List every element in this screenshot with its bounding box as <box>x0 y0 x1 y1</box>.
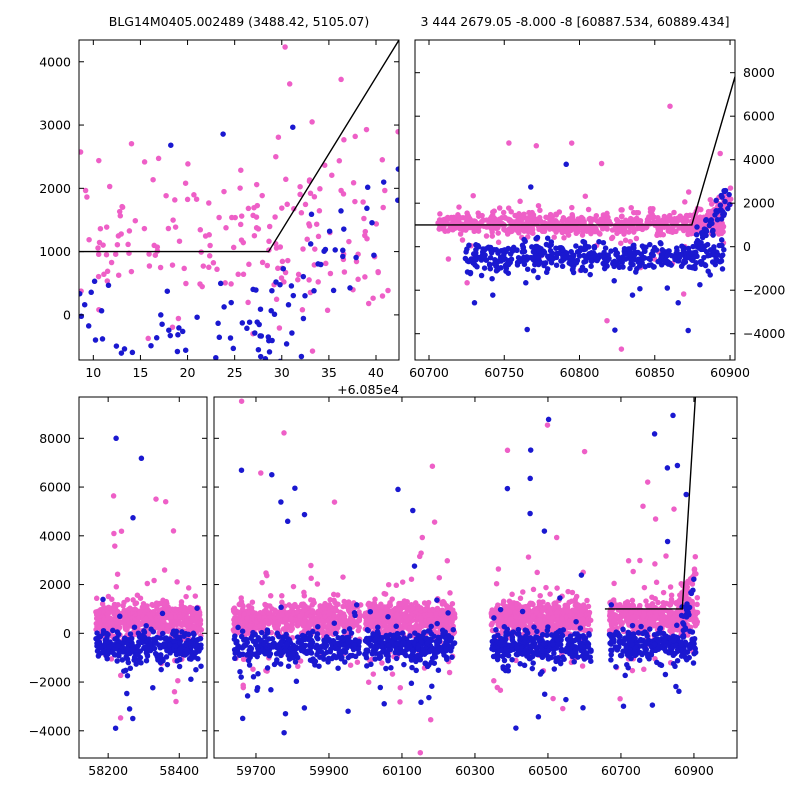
xtick-label-top-left: 25 <box>227 365 243 380</box>
model-line-bottom-right <box>604 397 697 610</box>
xtick-label-top-right: 60750 <box>484 365 524 380</box>
panel-top-right: 60700 60750 60800 60850 60900 −4000 −2000 0 2000… <box>409 39 785 380</box>
ytick-label-bottom-left: 6000 <box>39 480 71 495</box>
xtick-label-top-left: 30 <box>274 365 290 380</box>
ytick-label-bottom-left: 0 <box>63 626 71 641</box>
x-axis-offset-text: +6.085e4 <box>337 382 399 397</box>
panel-data-bottom-left <box>93 435 205 731</box>
xtick-label-bottom-right: 60500 <box>528 763 568 778</box>
xtick-label-top-left: 40 <box>368 365 384 380</box>
axes-frame-bottom-left <box>78 396 208 759</box>
xtick-label-bottom-right: 60300 <box>455 763 495 778</box>
panel-top-left: 10 15 20 25 30 35 40 0 1000 2000 3000 4000 +6.085e4 <box>39 39 400 397</box>
xtick-label-bottom-right: 60700 <box>601 763 641 778</box>
ytick-label-top-right: 0 <box>743 239 751 254</box>
xtick-label-top-left: 35 <box>321 365 337 380</box>
panel-data-top-left <box>79 40 399 360</box>
axes-frame-top-left <box>78 39 400 361</box>
ytick-label-top-right: −2000 <box>743 283 785 298</box>
ytick-label-top-left: 0 <box>63 307 71 322</box>
axes-frame-bottom-right <box>213 396 738 759</box>
ytick-label-top-left: 2000 <box>39 181 71 196</box>
plot-title-right: 3 444 2679.05 -8.000 -8 [60887.534, 6088… <box>420 14 730 29</box>
ytick-label-top-right: 6000 <box>743 109 775 124</box>
ytick-label-bottom-left: 4000 <box>39 528 71 543</box>
axes-frame-top-right <box>414 39 736 361</box>
ytick-label-bottom-left: 2000 <box>39 577 71 592</box>
ytick-label-top-right: 8000 <box>743 65 775 80</box>
xtick-label-top-right: 60900 <box>710 365 750 380</box>
plot-title-left: BLG14M0405.002489 (3488.42, 5105.07) <box>108 14 370 29</box>
ytick-label-top-left: 4000 <box>39 54 71 69</box>
panel-data-top-right <box>415 76 735 352</box>
ytick-label-top-left: 1000 <box>39 244 71 259</box>
xtick-label-bottom-right: 60900 <box>674 763 714 778</box>
xtick-label-top-left: 10 <box>85 365 101 380</box>
ytick-label-top-left: 3000 <box>39 118 71 133</box>
ytick-label-top-right: 2000 <box>743 196 775 211</box>
panel-bottom-left: 58200 58400 −4000 −2000 0 2000 4000 6000 8000 <box>29 396 208 778</box>
ytick-label-top-right: −4000 <box>743 326 785 341</box>
panel-data-bottom-right <box>230 397 701 756</box>
xtick-label-bottom-right: 59900 <box>309 763 349 778</box>
xtick-label-top-right: 60700 <box>409 365 449 380</box>
ytick-label-bottom-left: 8000 <box>39 431 71 446</box>
xtick-label-bottom-right: 60100 <box>382 763 422 778</box>
xtick-label-top-right: 60850 <box>635 365 675 380</box>
model-line-top-right <box>415 76 735 226</box>
ytick-label-top-right: 4000 <box>743 152 775 167</box>
xtick-label-top-right: 60800 <box>560 365 600 380</box>
xtick-label-top-left: 15 <box>132 365 148 380</box>
xtick-label-bottom-left: 58400 <box>159 763 199 778</box>
xtick-label-top-left: 20 <box>180 365 196 380</box>
panel-bottom-right: 59700 59900 60100 60300 60500 60700 60900 <box>213 396 738 778</box>
ytick-label-bottom-left: −4000 <box>29 723 71 738</box>
xtick-label-bottom-right: 59700 <box>236 763 276 778</box>
xtick-label-bottom-left: 58200 <box>88 763 128 778</box>
ytick-label-bottom-left: −2000 <box>29 675 71 690</box>
model-line-top-left <box>79 40 399 253</box>
